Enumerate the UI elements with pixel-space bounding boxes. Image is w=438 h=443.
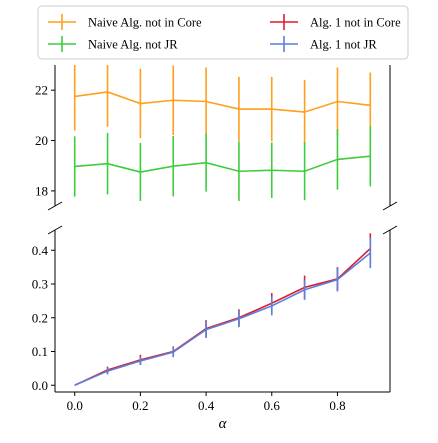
legend-label: Naive Alg. not in Core	[88, 16, 202, 30]
series-line	[74, 91, 371, 113]
break-mark	[47, 225, 63, 235]
x-tick-label: 0.6	[264, 398, 281, 413]
break-mark	[382, 225, 398, 235]
x-tick-label: 0.2	[132, 398, 148, 413]
y-tick-label: 22	[35, 83, 48, 98]
legend-label: Naive Alg. not JR	[88, 38, 178, 52]
y-tick-label: 0.3	[32, 277, 48, 292]
top-panel: 18 20 22	[35, 65, 391, 206]
x-axis-label: α	[219, 416, 228, 432]
legend-item: Naive Alg. not JR	[48, 36, 178, 52]
series-alg-1-not-jr	[74, 237, 372, 386]
y-tick-label: 0.4	[32, 243, 49, 258]
y-tick-label: 20	[35, 133, 48, 148]
series-line	[74, 252, 371, 386]
series-line	[74, 155, 371, 173]
legend-box	[37, 5, 409, 60]
break-mark	[382, 201, 398, 211]
plot-area	[74, 233, 372, 386]
bottom-panel: 0.0 0.1 0.2 0.3 0.4 0.0 0.2 0.4 0.6 0.8	[32, 230, 391, 413]
legend-label: Alg. 1 not JR	[310, 38, 377, 52]
axis-break-marks	[47, 201, 398, 235]
y-tick-label: 18	[35, 183, 48, 198]
y-tick-label: 0.0	[32, 378, 48, 393]
series-alg-1-not-in-core	[74, 233, 372, 386]
x-tick-label: 0.8	[329, 398, 345, 413]
series-naive-alg-not-in-core	[73, 65, 372, 145]
y-tick-label: 0.2	[32, 310, 48, 325]
legend-item: Naive Alg. not in Core	[48, 14, 202, 30]
plot-area	[73, 65, 372, 201]
y-tick-label: 0.1	[32, 344, 48, 359]
legend-item: Alg. 1 not in Core	[270, 14, 401, 30]
legend-item: Alg. 1 not JR	[270, 36, 377, 52]
legend: Naive Alg. not in Core Alg. 1 not in Core…	[37, 5, 409, 60]
series-line	[74, 247, 371, 386]
legend-label: Alg. 1 not in Core	[310, 16, 401, 30]
x-tick-label: 0.4	[198, 398, 215, 413]
break-mark	[47, 201, 63, 211]
series-naive-alg-not-jr	[73, 125, 372, 201]
x-tick-label: 0.0	[67, 398, 83, 413]
